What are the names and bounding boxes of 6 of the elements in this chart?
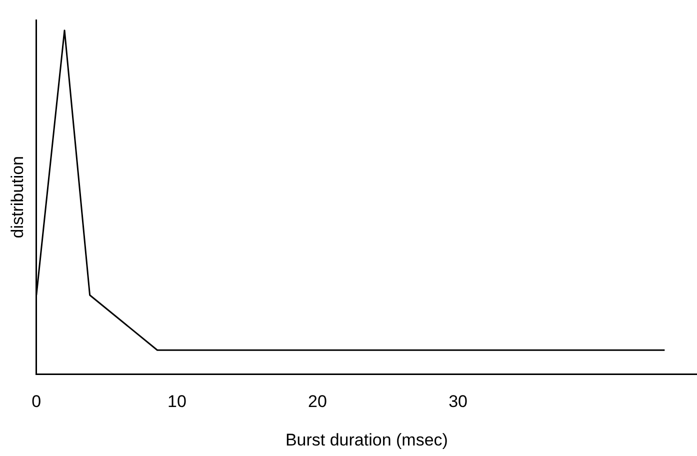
x-axis-title: Burst duration (msec) [285, 430, 448, 450]
x-tick-label: 30 [448, 392, 468, 412]
x-tick-label: 0 [32, 392, 42, 412]
y-axis-title: distribution [8, 156, 27, 238]
x-tick-label: 10 [167, 392, 186, 412]
x-tick-label: 20 [308, 392, 327, 412]
